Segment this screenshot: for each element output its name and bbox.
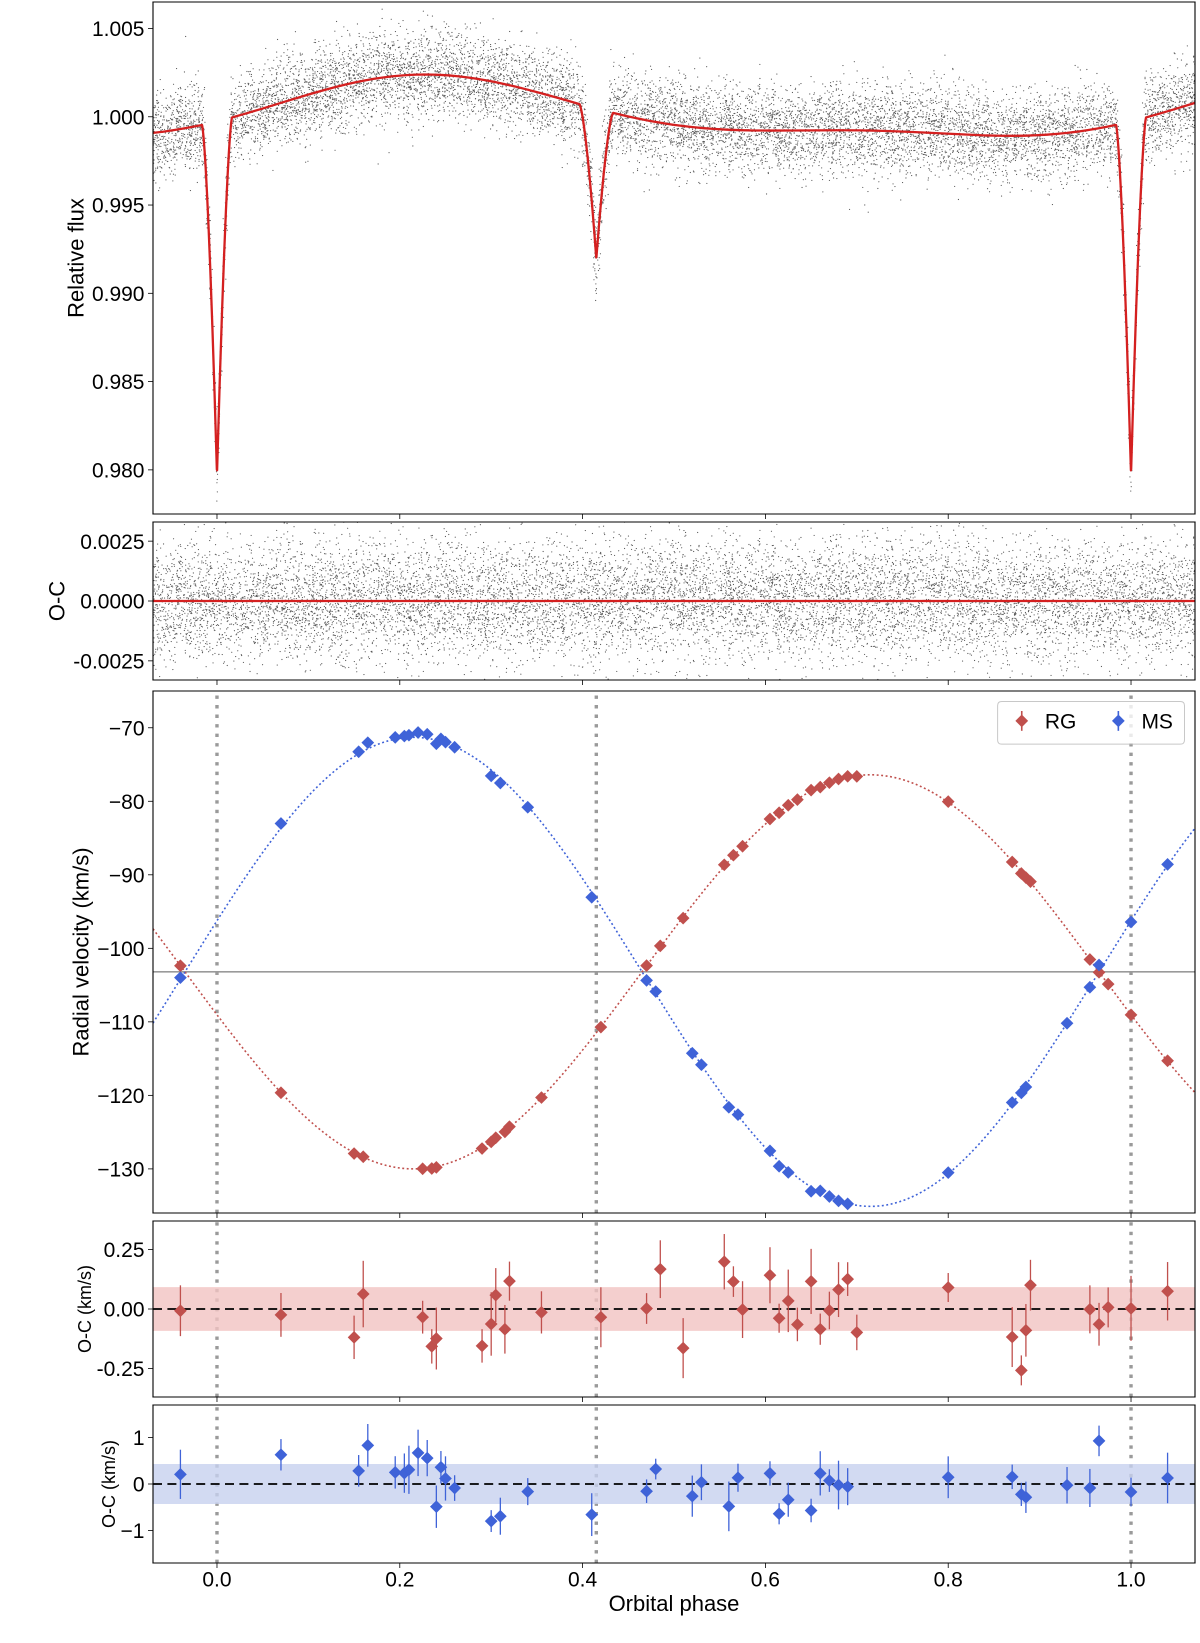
svg-text:Relative flux: Relative flux (63, 198, 88, 318)
svg-text:−80: −80 (109, 791, 145, 814)
svg-text:-0.0025: -0.0025 (73, 650, 144, 673)
svg-text:0.0: 0.0 (202, 1569, 231, 1592)
svg-text:1: 1 (133, 1427, 145, 1450)
svg-text:0.980: 0.980 (92, 459, 145, 482)
svg-text:MS: MS (1141, 710, 1173, 733)
svg-text:0.4: 0.4 (568, 1569, 598, 1592)
svg-text:−1: −1 (121, 1520, 145, 1543)
svg-text:0.985: 0.985 (92, 371, 145, 394)
svg-text:−130: −130 (97, 1158, 144, 1181)
svg-text:0.6: 0.6 (751, 1569, 780, 1592)
svg-text:O-C: O-C (45, 581, 70, 621)
svg-text:0.0000: 0.0000 (80, 591, 144, 614)
svg-text:O-C (km/s): O-C (km/s) (99, 1440, 119, 1528)
svg-text:−90: −90 (109, 864, 145, 887)
svg-text:−70: −70 (109, 717, 145, 740)
svg-text:Orbital phase: Orbital phase (609, 1591, 740, 1616)
svg-text:0.2: 0.2 (385, 1569, 414, 1592)
svg-text:0.995: 0.995 (92, 195, 145, 218)
svg-text:−100: −100 (97, 938, 144, 961)
svg-text:-0.25: -0.25 (97, 1358, 145, 1381)
svg-text:−110: −110 (99, 1011, 145, 1034)
svg-text:0.00: 0.00 (104, 1299, 145, 1322)
svg-text:Radial velocity (km/s): Radial velocity (km/s) (69, 847, 94, 1056)
svg-text:1.005: 1.005 (92, 18, 145, 41)
svg-text:RG: RG (1045, 710, 1077, 733)
svg-text:0: 0 (133, 1474, 145, 1497)
svg-text:0.990: 0.990 (92, 283, 145, 306)
svg-text:0.25: 0.25 (104, 1239, 145, 1262)
svg-text:1.0: 1.0 (1116, 1569, 1145, 1592)
svg-text:−120: −120 (97, 1085, 144, 1108)
svg-text:O-C (km/s): O-C (km/s) (75, 1265, 95, 1353)
svg-text:0.8: 0.8 (934, 1569, 963, 1592)
svg-text:0.0025: 0.0025 (80, 531, 144, 554)
svg-text:1.000: 1.000 (92, 106, 145, 129)
